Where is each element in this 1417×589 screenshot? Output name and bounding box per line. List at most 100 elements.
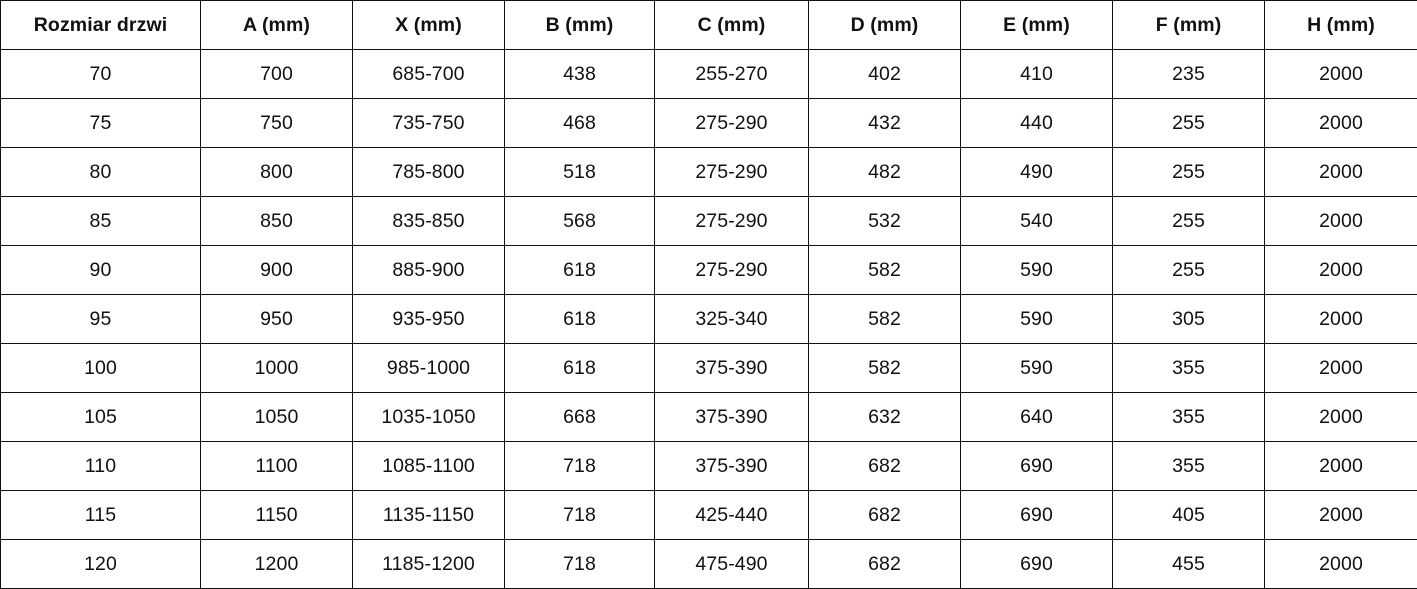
- table-cell: 425-440: [655, 491, 809, 540]
- table-cell: 682: [809, 491, 961, 540]
- table-cell: 632: [809, 393, 961, 442]
- table-cell: 355: [1113, 442, 1265, 491]
- column-header-b: B (mm): [505, 1, 655, 50]
- table-cell: 2000: [1265, 295, 1417, 344]
- table-cell: 1035-1050: [353, 393, 505, 442]
- table-cell: 1050: [201, 393, 353, 442]
- table-cell: 682: [809, 540, 961, 589]
- table-cell: 590: [961, 246, 1113, 295]
- table-cell: 70: [1, 50, 201, 99]
- table-cell: 935-950: [353, 295, 505, 344]
- table-cell: 275-290: [655, 197, 809, 246]
- table-cell: 2000: [1265, 246, 1417, 295]
- table-cell: 835-850: [353, 197, 505, 246]
- table-cell: 115: [1, 491, 201, 540]
- table-cell: 2000: [1265, 491, 1417, 540]
- table-cell: 75: [1, 99, 201, 148]
- column-header-x: X (mm): [353, 1, 505, 50]
- table-cell: 2000: [1265, 442, 1417, 491]
- table-cell: 275-290: [655, 99, 809, 148]
- table-cell: 405: [1113, 491, 1265, 540]
- table-cell: 800: [201, 148, 353, 197]
- table-cell: 850: [201, 197, 353, 246]
- table-cell: 582: [809, 246, 961, 295]
- table-cell: 1200: [201, 540, 353, 589]
- table-cell: 235: [1113, 50, 1265, 99]
- table-cell: 1135-1150: [353, 491, 505, 540]
- table-cell: 375-390: [655, 393, 809, 442]
- table-cell: 255: [1113, 148, 1265, 197]
- table-cell: 120: [1, 540, 201, 589]
- table-cell: 718: [505, 442, 655, 491]
- table-cell: 490: [961, 148, 1113, 197]
- table-cell: 618: [505, 295, 655, 344]
- table-cell: 900: [201, 246, 353, 295]
- table-cell: 375-390: [655, 344, 809, 393]
- table-cell: 95: [1, 295, 201, 344]
- table-cell: 518: [505, 148, 655, 197]
- table-cell: 2000: [1265, 344, 1417, 393]
- column-header-h: H (mm): [1265, 1, 1417, 50]
- table-cell: 2000: [1265, 50, 1417, 99]
- column-header-c: C (mm): [655, 1, 809, 50]
- table-cell: 618: [505, 246, 655, 295]
- table-cell: 590: [961, 344, 1113, 393]
- table-cell: 668: [505, 393, 655, 442]
- table-cell: 255: [1113, 99, 1265, 148]
- table-cell: 885-900: [353, 246, 505, 295]
- table-cell: 410: [961, 50, 1113, 99]
- table-cell: 255: [1113, 197, 1265, 246]
- table-cell: 1000: [201, 344, 353, 393]
- table-cell: 640: [961, 393, 1113, 442]
- column-header-a: A (mm): [201, 1, 353, 50]
- table-cell: 785-800: [353, 148, 505, 197]
- table-cell: 685-700: [353, 50, 505, 99]
- table-cell: 950: [201, 295, 353, 344]
- column-header-e: E (mm): [961, 1, 1113, 50]
- table-cell: 255: [1113, 246, 1265, 295]
- table-cell: 105: [1, 393, 201, 442]
- table-cell: 2000: [1265, 540, 1417, 589]
- table-cell: 325-340: [655, 295, 809, 344]
- table-cell: 568: [505, 197, 655, 246]
- table-cell: 475-490: [655, 540, 809, 589]
- table-cell: 440: [961, 99, 1113, 148]
- table-cell: 85: [1, 197, 201, 246]
- table-cell: 582: [809, 295, 961, 344]
- table-cell: 468: [505, 99, 655, 148]
- table-cell: 110: [1, 442, 201, 491]
- table-header-row: Rozmiar drzwi A (mm) X (mm) B (mm) C (mm…: [1, 1, 1417, 50]
- table-cell: 80: [1, 148, 201, 197]
- table-cell: 432: [809, 99, 961, 148]
- table-cell: 690: [961, 540, 1113, 589]
- table-cell: 2000: [1265, 393, 1417, 442]
- table-cell: 455: [1113, 540, 1265, 589]
- table-cell: 482: [809, 148, 961, 197]
- table-cell: 402: [809, 50, 961, 99]
- table-cell: 1185-1200: [353, 540, 505, 589]
- column-header-f: F (mm): [1113, 1, 1265, 50]
- table-cell: 275-290: [655, 246, 809, 295]
- table-cell: 718: [505, 540, 655, 589]
- table-cell: 355: [1113, 393, 1265, 442]
- table-cell: 375-390: [655, 442, 809, 491]
- table-cell: 618: [505, 344, 655, 393]
- table-cell: 590: [961, 295, 1113, 344]
- table-cell: 275-290: [655, 148, 809, 197]
- table-cell: 355: [1113, 344, 1265, 393]
- table-cell: 735-750: [353, 99, 505, 148]
- table-cell: 100: [1, 344, 201, 393]
- table-cell: 2000: [1265, 148, 1417, 197]
- table-cell: 1100: [201, 442, 353, 491]
- table-cell: 2000: [1265, 99, 1417, 148]
